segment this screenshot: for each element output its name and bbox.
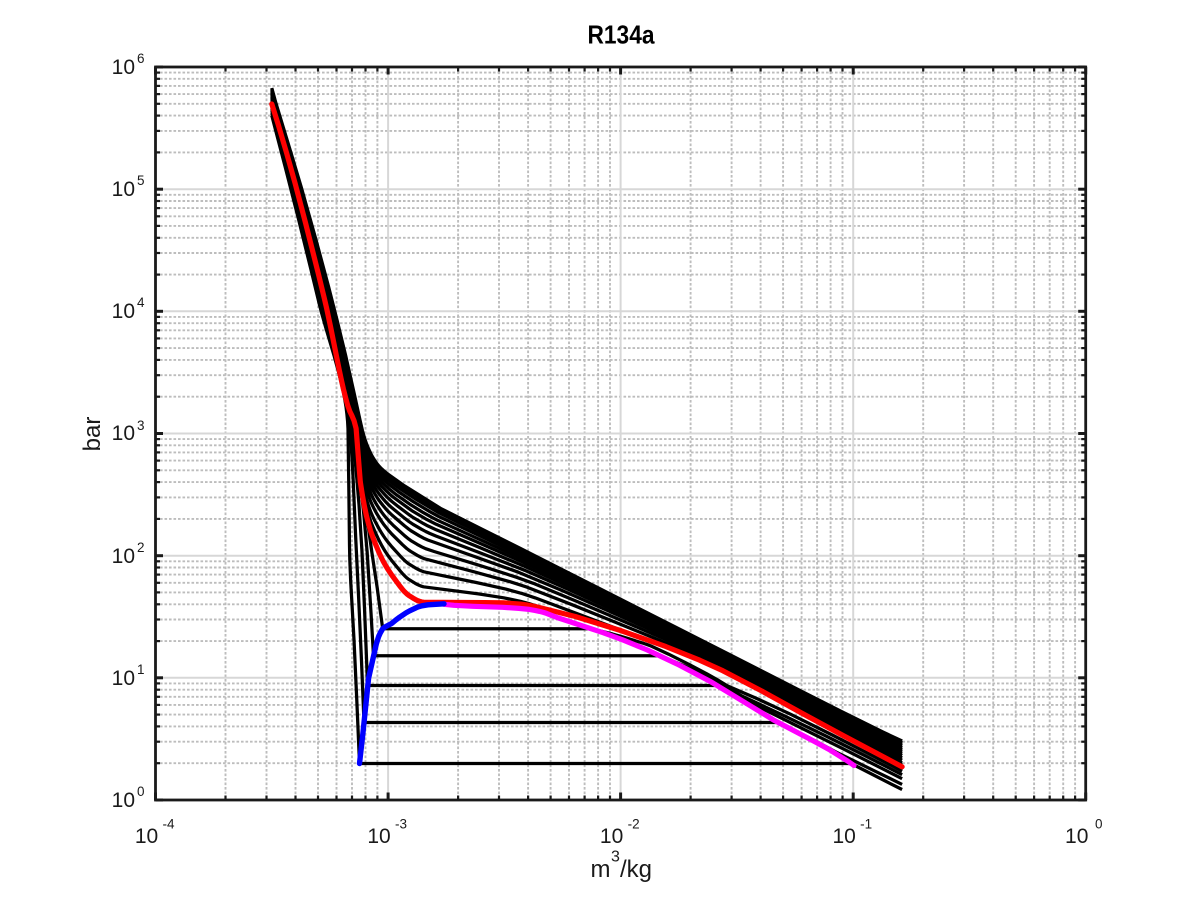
svg-text:10: 10 (112, 178, 135, 201)
svg-text:10: 10 (112, 56, 135, 79)
svg-text:10: 10 (112, 789, 135, 812)
svg-text:10: 10 (1065, 825, 1088, 848)
svg-text:4: 4 (137, 295, 145, 310)
svg-text:/kg: /kg (620, 856, 652, 883)
svg-text:R134a: R134a (588, 20, 655, 50)
svg-text:0: 0 (1095, 817, 1103, 832)
svg-text:10: 10 (367, 825, 390, 848)
svg-text:-3: -3 (395, 817, 407, 832)
svg-text:5: 5 (137, 173, 145, 188)
svg-text:10: 10 (600, 825, 623, 848)
svg-text:10: 10 (135, 825, 158, 848)
svg-text:m: m (591, 856, 611, 883)
svg-text:2: 2 (137, 540, 145, 555)
svg-text:6: 6 (137, 51, 145, 66)
svg-text:10: 10 (112, 300, 135, 323)
svg-text:10: 10 (112, 422, 135, 445)
svg-text:10: 10 (112, 667, 135, 690)
svg-text:-2: -2 (628, 817, 640, 832)
svg-text:1: 1 (137, 662, 145, 677)
svg-text:-1: -1 (860, 817, 872, 832)
svg-text:0: 0 (137, 784, 145, 799)
svg-text:3: 3 (611, 849, 620, 866)
svg-text:10: 10 (112, 545, 135, 568)
svg-text:10: 10 (832, 825, 855, 848)
svg-text:-4: -4 (162, 817, 174, 832)
svg-text:bar: bar (79, 417, 106, 452)
svg-text:3: 3 (137, 418, 145, 433)
